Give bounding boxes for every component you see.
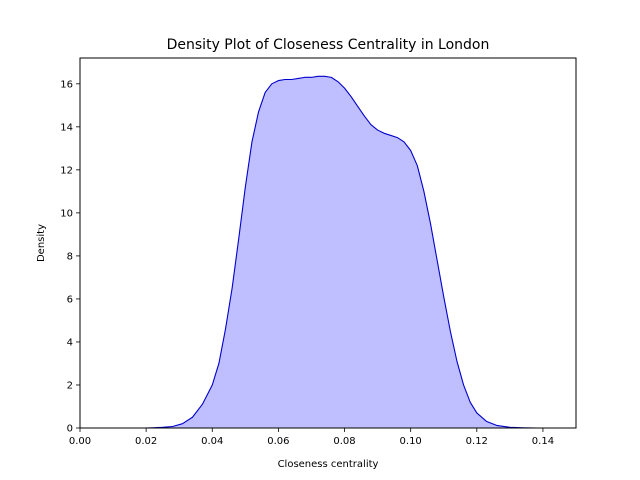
- x-tick-label: 0.08: [333, 436, 355, 447]
- plot-area: [145, 75, 544, 429]
- x-tick-label: 0.04: [201, 436, 223, 447]
- y-tick-label: 14: [60, 122, 73, 133]
- x-tick-label: 0.02: [135, 436, 157, 447]
- y-tick-label: 2: [67, 380, 73, 391]
- y-axis: 0 2 4 6 8 10 12 14 16: [60, 79, 80, 435]
- y-tick-label: 4: [67, 337, 73, 348]
- y-tick-label: 8: [67, 251, 73, 262]
- x-tick-label: 0.00: [69, 436, 91, 447]
- x-axis-title: Closeness centrality: [278, 459, 379, 470]
- density-fill-area: [145, 76, 544, 428]
- y-tick-label: 6: [67, 294, 73, 305]
- y-tick-label: 16: [60, 79, 73, 90]
- axes-frame: [79, 57, 577, 429]
- x-tick-label: 0.12: [466, 436, 488, 447]
- y-tick-label: 12: [60, 165, 73, 176]
- x-tick-label: 0.06: [267, 436, 289, 447]
- x-axis: 0.00 0.02 0.04 0.06 0.08 0.10 0.12 0.14: [69, 428, 554, 447]
- y-tick-label: 0: [67, 424, 73, 435]
- y-tick-label: 10: [60, 208, 73, 219]
- chart-title: Density Plot of Closeness Centrality in …: [167, 37, 490, 53]
- x-tick-label: 0.14: [532, 436, 554, 447]
- x-tick-label: 0.10: [400, 436, 422, 447]
- density-curve: [145, 75, 544, 429]
- y-axis-title: Density: [36, 224, 47, 262]
